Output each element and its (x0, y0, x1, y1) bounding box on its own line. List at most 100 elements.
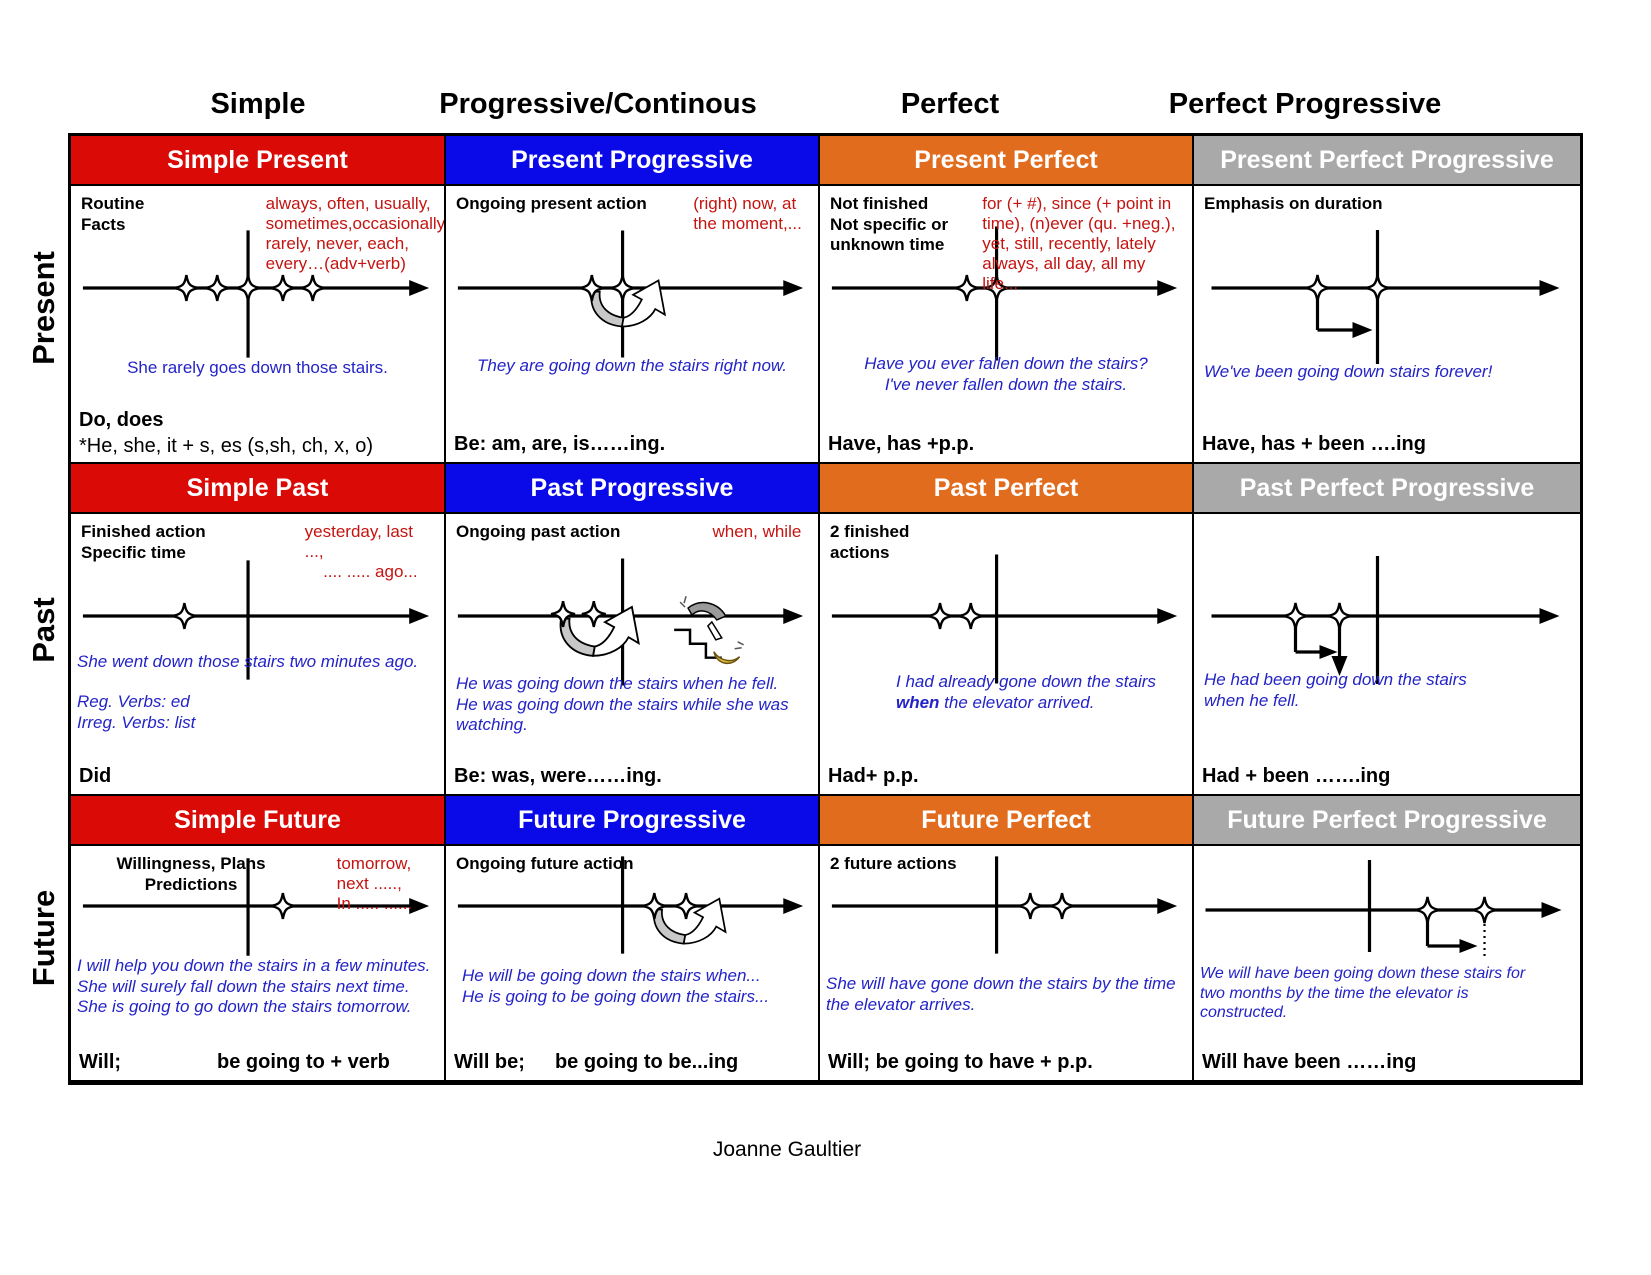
cell-header: Future Progressive (446, 796, 818, 846)
star-icon (1414, 895, 1441, 925)
timeline-present-perfect-progressive (1211, 230, 1560, 364)
example-sentence: He will be going down the stairs when...… (462, 966, 770, 1006)
star-icon (1471, 895, 1498, 925)
formula: Will be; be going to be...ing (454, 1051, 739, 1073)
usage-note: Ongoing future action (456, 854, 634, 873)
cell-header: Present Progressive (446, 136, 818, 186)
cell-header: Future Perfect Progressive (1194, 796, 1580, 846)
example-sentence: I will help you down the stairs in a few… (77, 956, 431, 1017)
time-markers: for (+ #), since (+ point in time), (n)e… (982, 194, 1176, 294)
timeline-future-perfect (831, 856, 1178, 954)
formula: Do, does *He, she, it + s, es (s,sh, ch,… (79, 409, 373, 457)
cell-future-perfect-progressive: Future Perfect Progressive We will have … (1194, 796, 1580, 1080)
formula: Will; be going to + verb (79, 1051, 390, 1073)
star-icon (234, 273, 262, 303)
cell-header: Past Perfect (820, 464, 1192, 514)
formula: Be: am, are, is……ing. (454, 433, 666, 455)
star-icon (1017, 891, 1044, 921)
verbs-note: Reg. Verbs: ed Irreg. Verbs: list (77, 692, 196, 732)
cell-past-progressive: Past Progressive Ongoing past action whe… (446, 464, 820, 796)
cell-past-perfect-progressive: Past Perfect Progressive He had been goi… (1194, 464, 1580, 796)
cell-simple-past: Simple Past Finished action Specific tim… (71, 464, 446, 796)
star-icon (204, 273, 231, 303)
cell-simple-future: Simple Future Willingness, Plans Predict… (71, 796, 446, 1080)
cell-header: Simple Future (71, 796, 444, 846)
column-header-perfect-progressive: Perfect Progressive (1168, 88, 1442, 120)
timeline-simple-present (82, 230, 430, 358)
example-sentence: We've been going down stairs forever! (1204, 362, 1493, 381)
timeline-present-perfect (831, 226, 1178, 361)
cell-present-perfect: Present Perfect Not finished Not specifi… (820, 136, 1194, 464)
star-icon (549, 599, 577, 629)
usage-note: Willingness, Plans Predictions (116, 854, 266, 894)
star-icon (299, 273, 326, 303)
timeline-present-progressive (457, 230, 804, 358)
cell-future-perfect: Future Perfect 2 future actions She will… (820, 796, 1194, 1080)
cell-past-perfect: Past Perfect 2 finished actions I had (820, 464, 1194, 796)
row-label-future: Future (26, 889, 61, 987)
star-icon (672, 891, 700, 921)
star-icon (1304, 273, 1331, 303)
example-sentence: I had already gone down the stairs when … (896, 672, 1156, 712)
cell-present-progressive: Present Progressive Ongoing present acti… (446, 136, 820, 464)
row-label-present: Present (26, 251, 61, 365)
time-markers: when, while (712, 522, 802, 541)
star-icon (957, 601, 984, 631)
time-markers: tomorrow, next ....., In ..... ...... (336, 854, 413, 914)
usage-note: Emphasis on duration (1204, 194, 1383, 213)
formula: Had + been …….ing (1202, 765, 1391, 787)
formula: Have, has + been ….ing (1202, 433, 1426, 455)
usage-note: Not finished Not specific or unknown tim… (830, 194, 949, 255)
time-markers: (right) now, at the moment,... (693, 194, 802, 234)
example-sentence: We will have been going down these stair… (1200, 965, 1526, 1022)
formula: Have, has +p.p. (828, 433, 975, 455)
star-icon (580, 599, 607, 629)
timeline-simple-future (82, 858, 430, 956)
formula: Had+ p.p. (828, 765, 919, 787)
star-icon (1364, 273, 1391, 303)
example-sentence: She rarely goes down those stairs. (127, 358, 388, 377)
column-header-simple: Simple (210, 88, 306, 120)
star-icon (1326, 601, 1353, 631)
timeline-past-perfect-progressive (1211, 556, 1560, 684)
example-sentence: He had been going down the stairs when h… (1204, 670, 1467, 710)
tense-table: Simple Present Routine Facts always, oft… (68, 133, 1583, 1085)
cell-header: Past Progressive (446, 464, 818, 514)
star-icon (1048, 891, 1076, 921)
column-header-progressive: Progressive/Continous (439, 88, 757, 120)
cell-future-progressive: Future Progressive Ongoing future action (446, 796, 820, 1080)
formula: Will have been ……ing (1202, 1051, 1417, 1073)
usage-note: 2 future actions (830, 854, 957, 873)
time-markers: always, often, usually, sometimes,occasi… (265, 194, 446, 274)
example-sentence: She will have gone down the stairs by th… (826, 974, 1176, 1014)
cell-header: Future Perfect (820, 796, 1192, 846)
star-icon (926, 601, 954, 631)
star-icon (1282, 601, 1309, 631)
usage-note: Ongoing present action (456, 194, 647, 213)
example-sentence: Have you ever fallen down the stairs? I'… (864, 354, 1148, 394)
cell-simple-present: Simple Present Routine Facts always, oft… (71, 136, 446, 464)
usage-note: Finished action Specific time (81, 522, 206, 562)
usage-note: Ongoing past action (456, 522, 621, 541)
star-icon (269, 273, 296, 303)
example-sentence: They are going down the stairs right now… (477, 356, 787, 375)
formula: Did (79, 765, 112, 787)
timeline-simple-past (82, 560, 430, 680)
formula: Will; be going to have + p.p. (828, 1051, 1093, 1073)
cell-header: Simple Present (71, 136, 444, 186)
example-sentence: She went down those stairs two minutes a… (77, 652, 419, 671)
cell-header: Past Perfect Progressive (1194, 464, 1580, 514)
example-sentence: He was going down the stairs when he fel… (456, 674, 789, 735)
formula: Be: was, were……ing. (454, 765, 662, 787)
timeline-future-perfect-progressive (1205, 860, 1562, 960)
time-markers: yesterday, last ..., .... ..... ago... (304, 522, 418, 582)
timeline-past-perfect (831, 554, 1178, 684)
row-label-past: Past (26, 597, 61, 663)
cell-header: Present Perfect (820, 136, 1192, 186)
star-icon (171, 601, 198, 631)
timeline-past-progressive (457, 558, 804, 686)
star-icon (173, 273, 200, 303)
cell-header: Simple Past (71, 464, 444, 514)
star-icon (609, 273, 636, 303)
